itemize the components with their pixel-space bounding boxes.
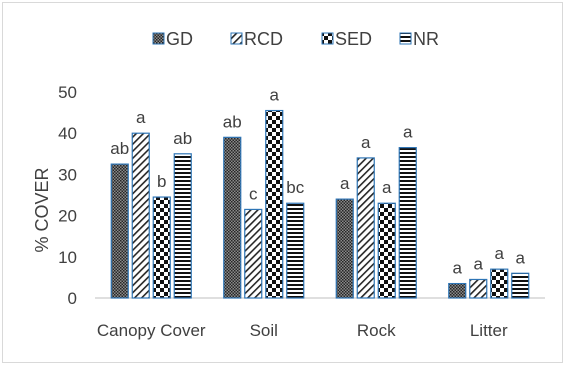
y-tick-label: 30 [58, 165, 77, 184]
significance-letter: a [453, 259, 463, 278]
legend-label-rcd: RCD [244, 29, 283, 49]
x-axis-ticks: Canopy Cover Soil Rock Litter [97, 321, 508, 340]
bar-gd-litter [448, 282, 467, 299]
significance-letter: a [516, 248, 526, 267]
legend-label-sed: SED [335, 29, 372, 49]
bar-sed-litter [490, 268, 509, 299]
bar-sed-canopy-cover [152, 196, 171, 299]
bar-nr-soil [286, 202, 305, 299]
significance-letter: bc [286, 178, 304, 197]
significance-letter: a [270, 86, 280, 105]
significance-letter: a [474, 254, 484, 273]
chart-frame [2, 2, 563, 363]
legend-swatch-sed [321, 32, 334, 45]
bar-rcd-soil [244, 208, 263, 299]
legend-label-gd: GD [166, 29, 193, 49]
significance-letter: a [495, 244, 505, 263]
significance-letter: a [361, 133, 371, 152]
legend-swatch-nr [399, 32, 412, 45]
significance-letter: ab [223, 112, 242, 131]
bar-rcd-litter [469, 278, 488, 299]
legend: GD RCD SED NR [152, 29, 439, 49]
legend-label-nr: NR [413, 29, 439, 49]
bar-rcd-canopy-cover [131, 132, 150, 299]
y-tick-label: 50 [58, 83, 77, 102]
bar-sed-soil [265, 109, 284, 299]
x-tick-label: Litter [470, 321, 508, 340]
x-tick-label: Soil [250, 321, 278, 340]
x-tick-label: Canopy Cover [97, 321, 206, 340]
bar-rcd-rock [356, 157, 375, 299]
y-axis-ticks: 0 10 20 30 40 50 [58, 83, 77, 308]
significance-letter: a [136, 108, 146, 127]
bar-nr-litter [511, 272, 530, 299]
bar-sed-rock [377, 202, 396, 299]
bar-nr-canopy-cover [173, 153, 192, 299]
bar-nr-rock [398, 147, 417, 299]
legend-swatch-gd [152, 32, 165, 45]
y-tick-label: 40 [58, 124, 77, 143]
x-tick-label: Rock [357, 321, 396, 340]
y-tick-label: 10 [58, 248, 77, 267]
legend-swatch-rcd [230, 32, 243, 45]
significance-letter: a [403, 123, 413, 142]
bar-gd-rock [335, 198, 354, 299]
bar-gd-soil [223, 136, 242, 299]
significance-letter: c [249, 184, 258, 203]
y-axis-label: % COVER [32, 167, 52, 252]
y-tick-label: 0 [68, 289, 77, 308]
significance-letter: a [382, 178, 392, 197]
significance-letter: b [157, 172, 166, 191]
y-tick-label: 20 [58, 207, 77, 226]
significance-letter: a [340, 174, 350, 193]
significance-letter: ab [110, 139, 129, 158]
bar-gd-canopy-cover [110, 163, 129, 299]
significance-letter: ab [173, 129, 192, 148]
